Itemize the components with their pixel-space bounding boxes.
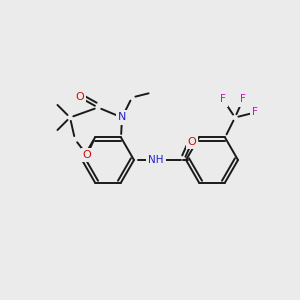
Text: N: N — [118, 112, 126, 122]
Text: O: O — [82, 150, 91, 160]
Text: O: O — [76, 92, 84, 103]
Text: F: F — [252, 107, 258, 118]
Text: O: O — [188, 137, 196, 147]
Text: NH: NH — [148, 155, 164, 165]
Text: F: F — [220, 94, 226, 104]
Text: F: F — [240, 94, 246, 104]
